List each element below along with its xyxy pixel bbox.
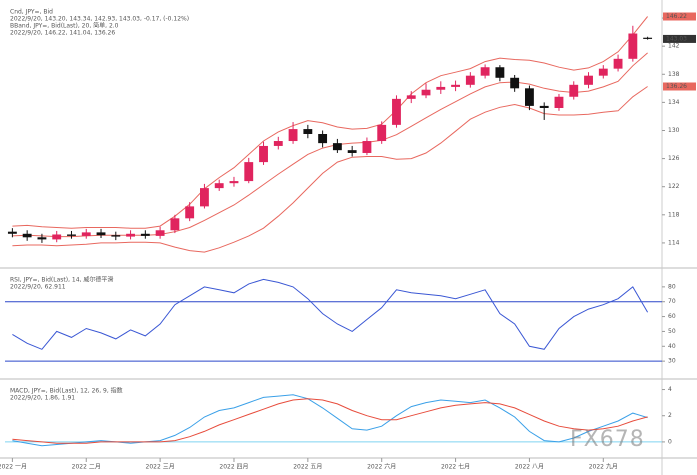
candle-body (406, 95, 416, 99)
panel-header: Cnd, JPY=, Bid (10, 9, 53, 16)
candle-body (67, 234, 76, 236)
y-tick-label: 30 (668, 358, 676, 365)
y-tick-label: 142 (668, 43, 680, 50)
y-tick-label: 138 (668, 71, 680, 78)
series-line (12, 278, 649, 350)
y-tick-label: 2 (668, 412, 672, 419)
panel-header: MACD, JPY=, Bid(Last), 12, 26, 9, 指数 (10, 387, 123, 395)
candle-body (377, 124, 387, 142)
candle-body (170, 218, 180, 231)
x-tick-label: 2022 七月 (441, 463, 470, 471)
band-tag-label: 136.26 (666, 83, 687, 90)
series-line (12, 398, 648, 444)
candle-body (200, 188, 209, 207)
y-tick-label: 70 (668, 298, 676, 305)
candle-body (37, 237, 47, 240)
x-tick-label: 2022 一月 (0, 464, 27, 471)
candle-body (111, 235, 121, 237)
price-tag-label: 143.03 (666, 35, 687, 42)
y-tick-label: 80 (668, 283, 676, 290)
panel-header: 2022/9/20, 1.86, 1.91 (10, 395, 75, 402)
candle-body (465, 75, 475, 85)
candle-body (185, 206, 195, 219)
candle-body (229, 181, 239, 184)
candle-body (155, 230, 165, 236)
candle-body (7, 231, 17, 234)
series-line (12, 16, 648, 229)
panel-header: RSI, JPY=, Bid(Last), 14, 威尔德平滑 (10, 276, 113, 284)
candle-body (539, 105, 549, 108)
x-tick-label: 2022 九月 (589, 463, 618, 471)
price-tag (663, 34, 696, 43)
panel-header: 2022/9/20, 146.22, 141.04, 136.26 (10, 30, 115, 37)
panel-header: 2022/9/20, 62.911 (10, 284, 66, 291)
candle-body (421, 89, 431, 96)
candle-body (554, 96, 564, 108)
panel-header: BBand, JPY=, Bid(Last), 20, 简单, 2.0 (10, 22, 119, 30)
x-tick-label: 2022 二月 (72, 464, 101, 471)
candle-body (628, 33, 638, 59)
candle-body (96, 232, 106, 236)
candle-body (569, 84, 579, 97)
y-tick-label: 122 (668, 183, 680, 190)
candle-body (510, 77, 520, 89)
candle-body (643, 37, 653, 39)
panel-header: 2022/9/20, 143.20, 143.34, 142.93, 143.0… (10, 16, 189, 23)
candle-body (495, 67, 505, 78)
candle-body (140, 233, 150, 236)
y-tick-label: 60 (668, 313, 676, 320)
y-tick-label: 118 (668, 211, 680, 218)
candle-body (480, 67, 490, 76)
candle-body (392, 98, 401, 125)
x-tick-label: 2022 八月 (515, 464, 544, 471)
watermark: FX678 (570, 427, 645, 452)
candle-body (126, 233, 135, 237)
x-tick-label: 2022 四月 (219, 464, 248, 471)
y-tick-label: 4 (668, 386, 672, 393)
candle-body (244, 162, 254, 182)
candle-body (81, 232, 91, 236)
band-tag (663, 12, 696, 21)
candle-body (451, 84, 460, 87)
band-tag (663, 82, 696, 91)
x-tick-label: 2022 三月 (146, 464, 175, 471)
band-tag-label: 146.22 (666, 13, 687, 20)
candle-body (259, 145, 268, 163)
candle-body (347, 150, 357, 153)
y-tick-label: 130 (668, 127, 680, 134)
candle-body (52, 234, 62, 240)
candle-body (613, 58, 623, 69)
candle-body (273, 141, 283, 146)
candle-body (303, 129, 313, 134)
candle-body (214, 183, 224, 189)
y-tick-label: 40 (668, 343, 676, 350)
candle-body (22, 233, 32, 238)
candle-body (584, 75, 593, 85)
y-tick-label: 126 (668, 155, 680, 162)
candle-body (318, 134, 328, 144)
x-tick-label: 2022 五月 (293, 464, 322, 471)
series-line (12, 86, 648, 253)
y-tick-label: 114 (668, 239, 680, 246)
y-tick-label: 134 (668, 99, 680, 106)
y-tick-label: 0 (668, 438, 672, 445)
y-tick-label: 50 (668, 328, 676, 335)
candle-body (332, 143, 342, 151)
candle-body (598, 68, 608, 76)
candle-body (362, 141, 372, 153)
x-tick-label: 2022 六月 (367, 463, 396, 471)
candle-body (436, 86, 446, 90)
candle-body (288, 129, 298, 142)
candle-body (525, 88, 534, 106)
